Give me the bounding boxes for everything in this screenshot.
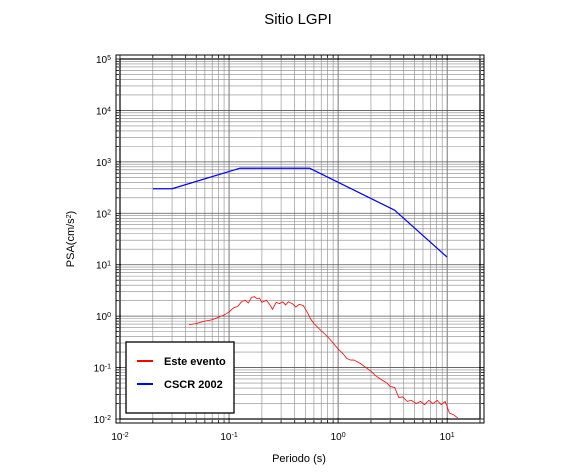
- plot-frame: [119, 58, 481, 420]
- legend-label-cscr-2002: CSCR 2002: [164, 379, 223, 391]
- x-tick-label: 10-2: [111, 432, 128, 444]
- plot-frame-outer: [115, 54, 485, 424]
- y-axis-label-prefix: PSA(cm/s: [65, 218, 77, 267]
- y-tick-base: 10: [96, 55, 108, 66]
- y-axis-label-suffix: ): [65, 211, 77, 215]
- y-tick-exp: 4: [107, 106, 111, 113]
- series-line-este-evento: [189, 296, 458, 419]
- y-tick-exp: 0: [107, 312, 111, 319]
- y-tick-exp: -1: [105, 363, 111, 370]
- y-tick-base: 10: [96, 261, 108, 272]
- x-tick-base: 10: [331, 432, 343, 443]
- y-tick-label: 103: [96, 157, 111, 169]
- y-tick-label: 10-1: [94, 363, 111, 375]
- y-tick-base: 10: [96, 158, 108, 169]
- y-tick-exp: 1: [107, 260, 111, 267]
- x-tick-exp: -1: [232, 432, 238, 439]
- x-tick-exp: 0: [342, 432, 346, 439]
- y-tick-base: 10: [96, 209, 108, 220]
- y-tick-label: 105: [96, 55, 111, 67]
- y-tick-label: 102: [96, 209, 111, 221]
- y-tick-label: 100: [96, 312, 111, 324]
- y-tick-exp: 3: [107, 157, 111, 164]
- y-tick-exp: 5: [107, 55, 111, 62]
- grid: [119, 58, 481, 420]
- y-tick-base: 10: [96, 312, 108, 323]
- chart-title: Sitio LGPI: [264, 11, 332, 28]
- y-tick-base: 10: [94, 364, 106, 375]
- x-tick-exp: -2: [122, 432, 128, 439]
- x-tick-base: 10: [440, 432, 452, 443]
- legend-label-este-evento: Este evento: [164, 356, 226, 368]
- x-axis-label: Periodo (s): [272, 453, 326, 465]
- y-tick-base: 10: [94, 415, 106, 426]
- y-tick-base: 10: [96, 106, 108, 117]
- y-tick-label: 10-2: [94, 415, 111, 427]
- x-tick-label: 101: [440, 432, 455, 444]
- legend: Este evento CSCR 2002: [125, 341, 235, 414]
- x-tick-exp: 1: [451, 432, 455, 439]
- y-tick-label: 101: [96, 260, 111, 272]
- series-group: [152, 167, 458, 419]
- y-tick-label: 104: [96, 106, 111, 118]
- legend-box: [125, 341, 235, 414]
- x-tick-base: 10: [220, 432, 232, 443]
- x-tick-label: 100: [331, 432, 346, 444]
- series-line-cscr-2002: [152, 167, 448, 258]
- y-tick-exp: -2: [105, 415, 111, 422]
- y-axis-label: PSA(cm/s2): [65, 211, 77, 267]
- x-tick-label: 10-1: [220, 432, 237, 444]
- y-axis-label-exp: 2: [66, 214, 73, 218]
- x-tick-base: 10: [111, 432, 123, 443]
- y-tick-exp: 2: [107, 209, 111, 216]
